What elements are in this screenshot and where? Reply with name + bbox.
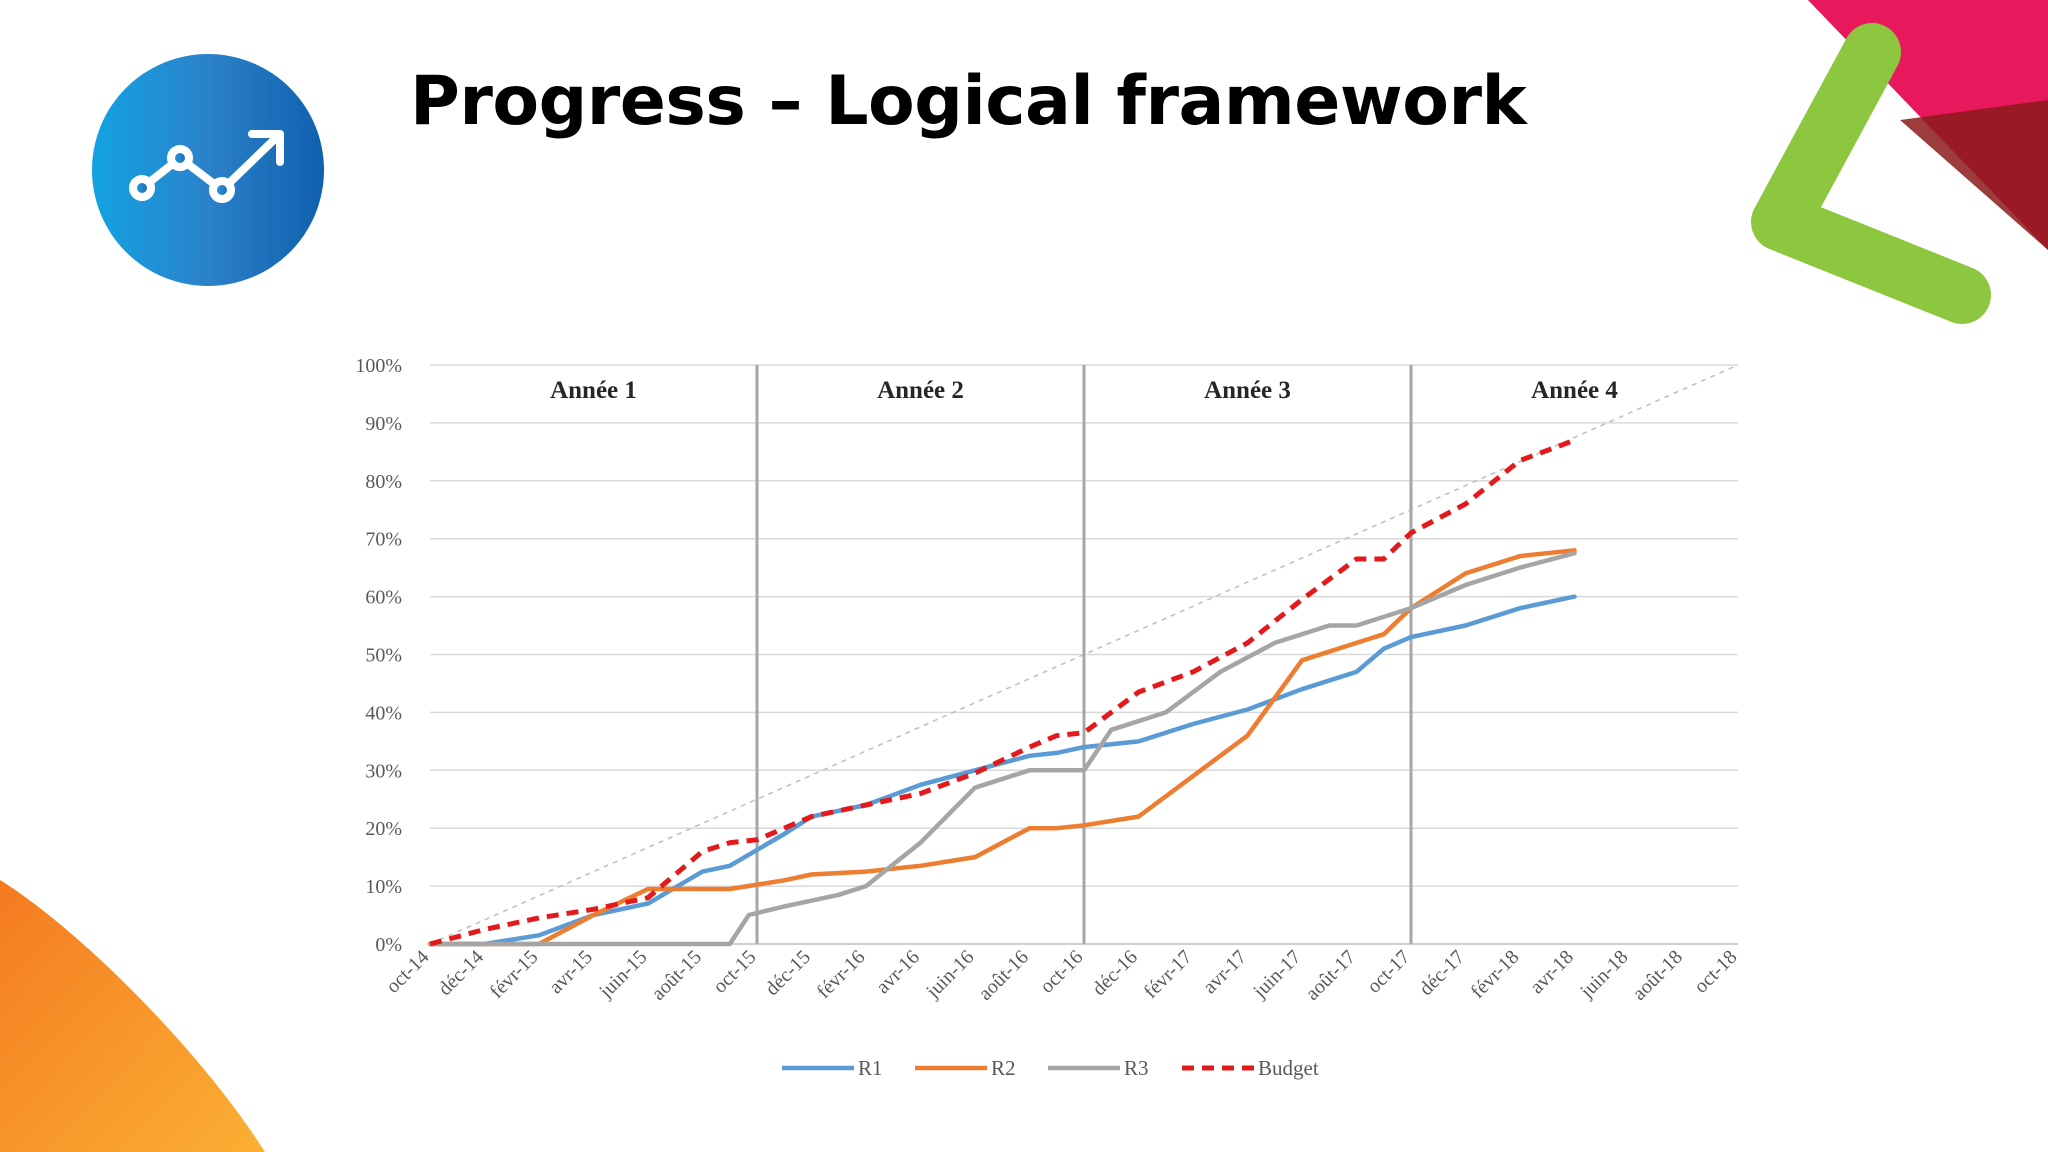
y-tick-label: 60%: [365, 587, 402, 609]
x-tick-label: avr-16: [872, 946, 924, 998]
x-tick-label: avr-18: [1526, 946, 1578, 998]
y-tick-label: 20%: [365, 818, 402, 840]
x-tick-label: déc-16: [1088, 946, 1142, 1000]
x-tick-label: févr-18: [1467, 946, 1524, 1003]
page-title: Progress – Logical framework: [410, 62, 1527, 141]
x-tick-label: févr-16: [813, 946, 870, 1003]
x-tick-label: juin-18: [1575, 946, 1632, 1003]
x-tick-label: févr-15: [486, 946, 543, 1003]
dark-red-corner-shape: [1900, 100, 2048, 250]
series-line-r3: [427, 550, 1577, 947]
x-tick-label: déc-14: [434, 946, 488, 1000]
x-tick-label: déc-17: [1415, 946, 1469, 1000]
year-label: Année 2: [877, 377, 964, 404]
reference-diagonal-line: [429, 364, 1739, 945]
x-tick-label: oct-16: [1036, 946, 1088, 998]
x-tick-label: août-17: [1301, 946, 1360, 1005]
y-tick-label: 90%: [365, 413, 402, 435]
trend-line-icon: [129, 130, 284, 203]
y-tick-label: 50%: [365, 645, 402, 667]
year-label: Année 4: [1531, 377, 1618, 404]
x-tick-label: août-16: [974, 946, 1033, 1005]
legend-label-r3: R3: [1124, 1056, 1149, 1080]
series-line-r1: [427, 594, 1577, 947]
x-tick-label: juin-17: [1248, 946, 1305, 1003]
y-tick-label: 70%: [365, 529, 402, 551]
x-tick-label: juin-15: [594, 946, 651, 1003]
y-tick-label: 80%: [365, 471, 402, 493]
y-tick-label: 40%: [365, 702, 402, 724]
y-tick-label: 0%: [375, 934, 402, 956]
green-arrow-icon: [1751, 23, 1991, 324]
x-tick-label: oct-17: [1363, 946, 1415, 998]
x-tick-label: juin-16: [921, 946, 978, 1003]
legend-label-r1: R1: [858, 1056, 883, 1080]
legend-label-r2: R2: [991, 1056, 1016, 1080]
x-tick-label: avr-17: [1199, 946, 1251, 998]
legend-label-budget: Budget: [1258, 1056, 1319, 1080]
orange-corner-shape: [0, 880, 265, 1152]
x-tick-label: août-15: [647, 946, 706, 1005]
x-tick-label: févr-17: [1140, 946, 1197, 1003]
series-line-r2: [427, 548, 1577, 947]
year-label: Année 3: [1204, 377, 1291, 404]
x-tick-label: août-18: [1628, 946, 1687, 1005]
x-tick-label: oct-18: [1690, 946, 1742, 998]
y-tick-label: 100%: [355, 355, 402, 377]
y-tick-label: 10%: [365, 876, 402, 898]
y-tick-label: 30%: [365, 760, 402, 782]
series-line-budget: [429, 437, 1576, 947]
x-tick-label: déc-15: [761, 946, 815, 1000]
year-label: Année 1: [550, 377, 637, 404]
x-tick-label: oct-15: [709, 946, 761, 998]
logo-circle: [92, 54, 324, 286]
x-tick-label: avr-15: [545, 946, 597, 998]
